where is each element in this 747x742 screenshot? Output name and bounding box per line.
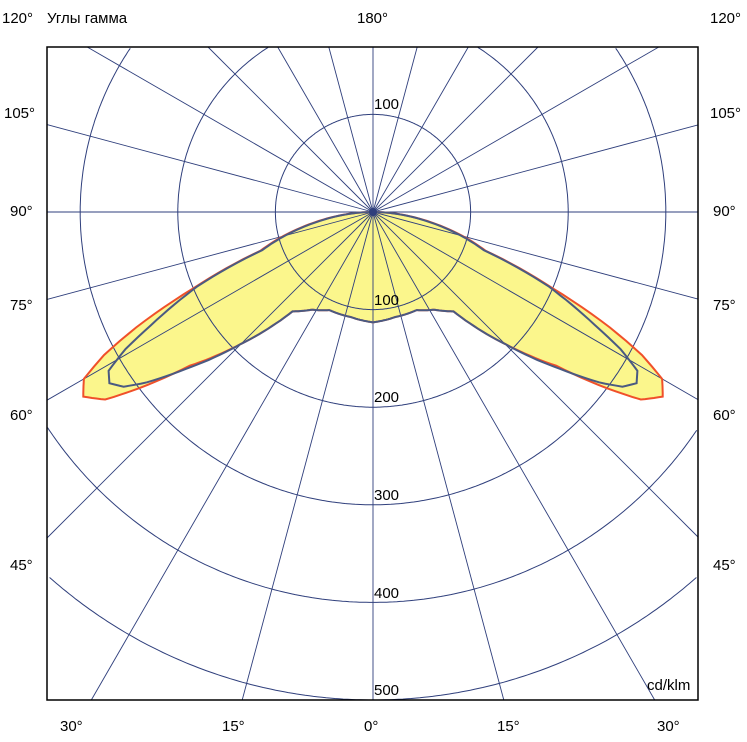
grid-circle — [79, 48, 667, 506]
radial-label: 100 — [374, 292, 400, 309]
grid-radial-line — [372, 211, 699, 400]
unit-label: cd/klm — [647, 677, 691, 694]
grid-radial-line — [46, 211, 374, 401]
grid-radial-line — [277, 46, 374, 213]
grid-radial-line — [372, 211, 699, 538]
grid-radial-line — [328, 46, 374, 213]
angle-label-bottom: 30° — [60, 718, 83, 735]
grid-circle — [49, 577, 697, 701]
chart-title: Углы гамма — [47, 10, 128, 27]
radial-label: 400 — [374, 585, 400, 602]
grid-radial-line — [46, 211, 374, 539]
grid-radial-line — [372, 46, 539, 213]
angle-label-bottom: 30° — [657, 718, 680, 735]
angle-label-right: 45° — [713, 557, 736, 574]
grid-radial-line — [241, 211, 374, 701]
angle-label-right: 105° — [710, 105, 742, 122]
grid-radial-line — [46, 211, 374, 300]
angle-label-top-left: 120° — [2, 10, 34, 27]
angle-label-left: 45° — [10, 557, 33, 574]
angle-label-left: 90° — [10, 203, 33, 220]
plot-frame — [46, 46, 699, 701]
angle-label-right: 60° — [713, 407, 736, 424]
grid-radial-line — [372, 46, 469, 213]
grid-circle — [47, 427, 698, 603]
grid-radial-line — [90, 211, 374, 701]
angle-label-top-right: 120° — [710, 10, 742, 27]
grid-radial-line — [86, 46, 374, 213]
grid-radial-line — [372, 46, 418, 213]
grid-radial-line — [207, 46, 374, 213]
grid-circle — [177, 46, 569, 408]
angle-label-right: 90° — [713, 203, 736, 220]
radial-label: 300 — [374, 487, 400, 504]
radial-label: 200 — [374, 389, 400, 406]
angle-label-left: 60° — [10, 407, 33, 424]
angle-label-bottom: 15° — [497, 718, 520, 735]
grid-radial-line — [372, 46, 660, 213]
angle-label-top-center: 180° — [357, 10, 389, 27]
grid-radial-line — [372, 211, 699, 300]
angle-label-right: 75° — [713, 297, 736, 314]
angle-label-bottom: 15° — [222, 718, 245, 735]
center-point — [369, 208, 377, 216]
inner-intensity-curve — [107, 211, 639, 388]
grid-radial-line — [372, 124, 699, 213]
grid-radial-line — [46, 124, 374, 213]
plot-area — [46, 46, 699, 701]
grid-radial-line — [372, 211, 656, 701]
angle-label-left: 105° — [4, 105, 36, 122]
angle-label-bottom: 0° — [364, 718, 379, 735]
angle-label-left: 75° — [10, 297, 33, 314]
radial-label-upper: 100 — [374, 96, 400, 113]
radial-label: 500 — [374, 682, 400, 699]
grid-radial-line — [372, 211, 505, 701]
